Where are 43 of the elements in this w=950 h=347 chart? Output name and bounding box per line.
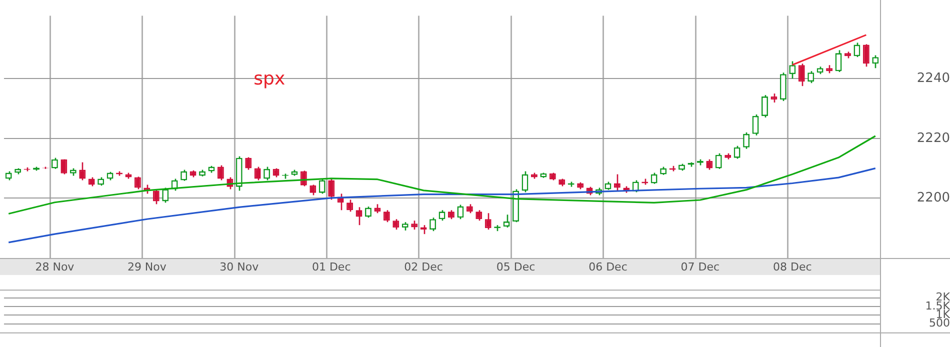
x-tick-label: 02 Dec: [404, 260, 443, 274]
candlestick: [522, 170, 528, 193]
candlestick: [872, 54, 879, 69]
candlestick: [862, 44, 870, 68]
x-tick-label: 30 Nov: [220, 260, 260, 274]
candlestick: [310, 184, 316, 196]
x-tick-label: 28 Nov: [35, 260, 75, 274]
candlestick: [318, 178, 326, 194]
candlestick: [346, 199, 354, 212]
candlestick: [752, 114, 759, 136]
y-tick-label: 2220: [916, 130, 950, 146]
candlestick: [614, 174, 620, 192]
candlestick: [457, 204, 464, 220]
candlestick: [503, 214, 510, 228]
candlestick: [392, 218, 400, 230]
y-tick-label: 500: [929, 316, 950, 330]
candlestick: [789, 60, 796, 80]
text: spx: [254, 68, 286, 90]
candlestick: [743, 132, 750, 150]
candlestick: [162, 187, 169, 204]
candlestick: [383, 210, 390, 223]
x-tick-label: 29 Nov: [127, 260, 167, 274]
candlestick: [854, 42, 860, 58]
x-tick-label: 05 Dec: [496, 260, 536, 274]
candlestick: [356, 206, 362, 226]
candlestick: [706, 158, 713, 170]
candlestick: [60, 158, 68, 175]
candlestick: [715, 152, 722, 170]
candlestick: [79, 162, 86, 181]
candlestick: [328, 178, 335, 200]
candlestick: [217, 164, 224, 181]
candlestick: [438, 210, 446, 222]
x-tick-label: 06 Dec: [588, 260, 628, 274]
candlestick: [476, 210, 482, 222]
x-tick-label: 01 Dec: [312, 260, 351, 274]
candlestick: [798, 62, 805, 87]
y-tick-label: 2240: [916, 70, 950, 86]
x-tick-label: 07 Dec: [680, 260, 720, 274]
x-tick-label: 08 Dec: [773, 260, 812, 274]
candlestick: [835, 50, 842, 73]
candlestick: [808, 70, 814, 84]
candlestick: [484, 212, 492, 230]
y-tick-label: 2200: [916, 190, 950, 206]
